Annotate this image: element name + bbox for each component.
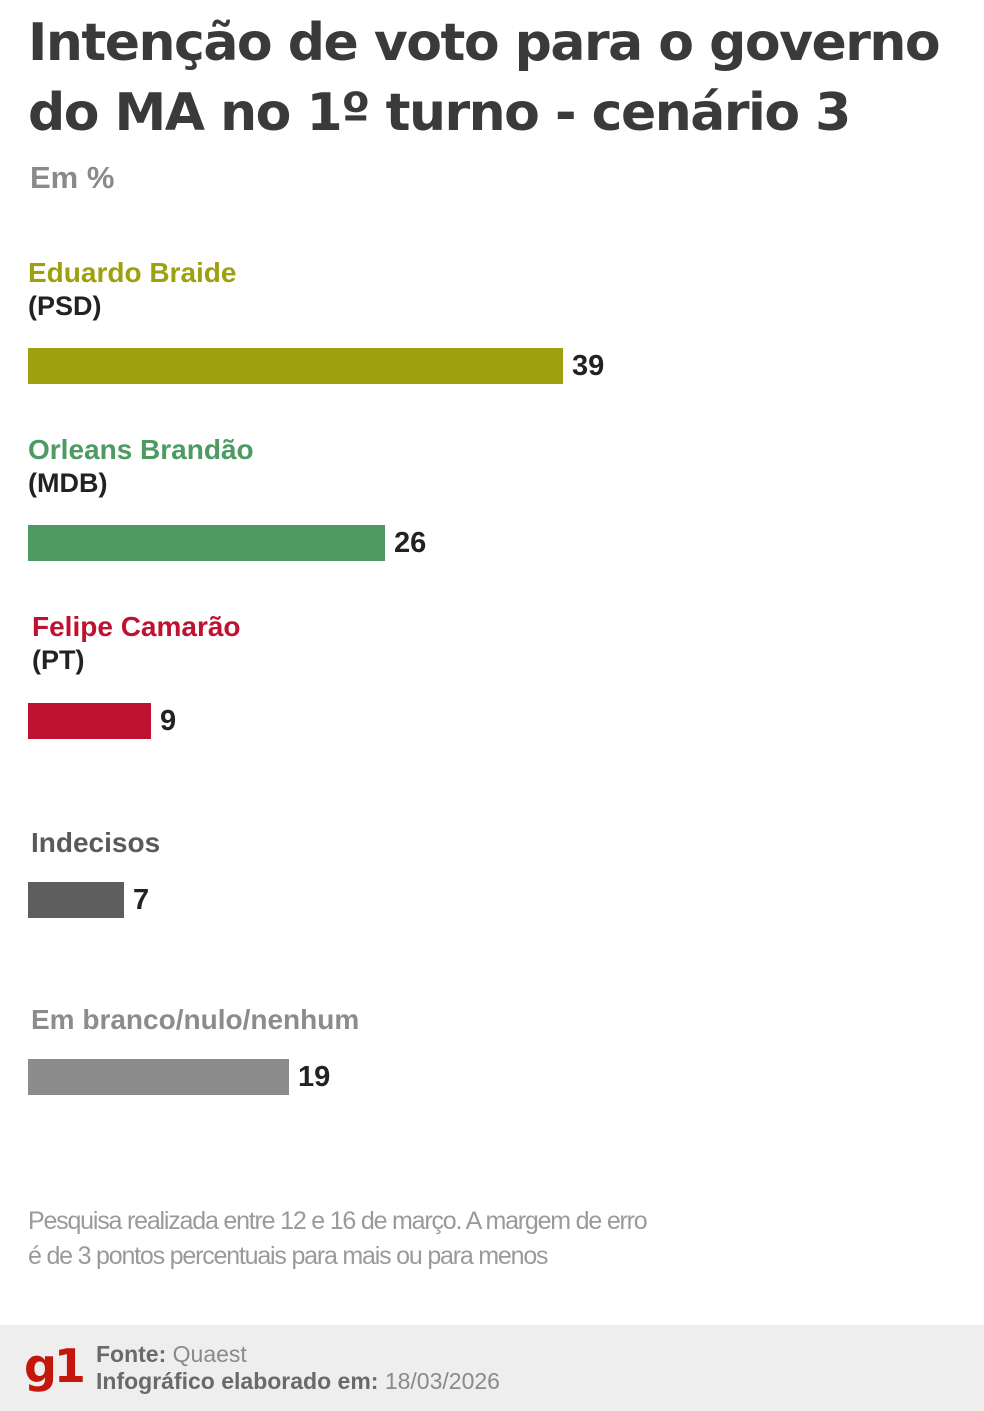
bar-value: 7 [133,883,150,916]
bar-entry-em-branco-nulo-nenhum: Em branco/nulo/nenhum 19 [28,1003,360,1095]
date-label: Infográfico elaborado em: [96,1368,379,1394]
bar-value: 9 [160,704,177,737]
bar [28,1059,289,1095]
source-value: Quaest [172,1341,247,1367]
note-line-1: Pesquisa realizada entre 12 e 16 de març… [28,1207,648,1235]
category-name: Indecisos [31,827,161,858]
source-label: Fonte: [96,1341,167,1367]
methodology-note: Pesquisa realizada entre 12 e 16 de març… [28,1204,648,1274]
bar-value: 39 [572,349,605,382]
candidate-party: (PT) [32,645,85,675]
bar-entry-felipe-camarao: Felipe Camarão (PT) 9 [28,610,241,739]
bar-entry-eduardo-braide: Eduardo Braide (PSD) 39 [28,256,604,384]
candidate-party: (PSD) [28,291,102,321]
candidate-name: Orleans Brandão [28,434,254,465]
bar-value: 26 [394,526,427,559]
bar [28,882,124,918]
chart-title: Intenção de voto para o governo do MA no… [28,13,941,143]
note-line-2: é de 3 pontos percentuais para mais ou p… [28,1242,549,1270]
category-name: Em branco/nulo/nenhum [31,1004,360,1035]
bar-entry-indecisos: Indecisos 7 [28,826,161,918]
date-value: 18/03/2026 [384,1368,500,1394]
g1-logo-icon: g1 [24,1339,86,1393]
bar [28,348,563,384]
candidate-party: (MDB) [28,468,108,498]
bar [28,525,385,561]
footer: g1 Fonte: Quaest Infográfico elaborado e… [0,1325,984,1411]
bar-value: 19 [298,1060,331,1093]
bar-entry-orleans-brandao: Orleans Brandão (MDB) 26 [28,433,426,561]
bar [28,703,151,739]
candidate-name: Felipe Camarão [32,611,241,642]
source-info: Fonte: Quaest Infográfico elaborado em: … [96,1341,500,1395]
chart-subtitle: Em % [30,160,115,195]
candidate-name: Eduardo Braide [28,257,237,288]
